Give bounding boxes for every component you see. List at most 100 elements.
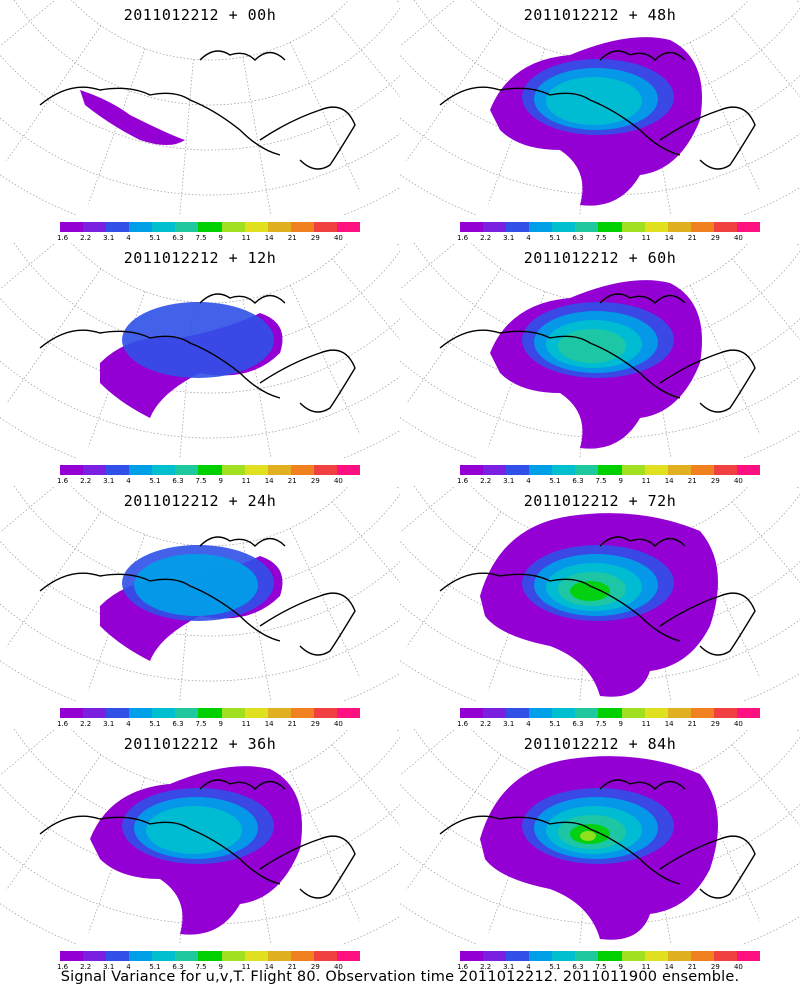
variance-field [100, 545, 283, 661]
longitude-gridline [6, 511, 102, 647]
colorbar-swatch [313, 951, 337, 961]
colorbar-swatch [221, 708, 245, 718]
colorbar-tick-label: 7.5 [195, 720, 207, 728]
longitude-gridline [579, 788, 594, 944]
colorbar-swatch [60, 465, 84, 475]
colorbar-swatch [460, 951, 484, 961]
colorbar-swatch [198, 222, 222, 232]
colorbar-swatch [598, 951, 622, 961]
colorbar-swatch [106, 465, 130, 475]
longitude-gridline [289, 42, 361, 192]
longitude-gridline [406, 268, 502, 404]
colorbar-tick-label: 4 [526, 963, 531, 971]
colorbar-swatch [529, 951, 553, 961]
colorbar-swatch [267, 708, 291, 718]
colorbar-swatch [198, 708, 222, 718]
colorbar [60, 951, 361, 961]
colorbar-swatch [313, 222, 337, 232]
colorbar-swatch [313, 465, 337, 475]
colorbar-swatch [221, 951, 245, 961]
colorbar-ticks: 1.6 2.2 3.1 4 5.1 6.3 7.5 9 11 14 21 29 40 [57, 963, 360, 973]
colorbar-tick-label: 14 [264, 720, 274, 728]
forecast-panel-84h: 2011012212 + 84h 1.6 2.2 3.1 4 5.1 6.3 7.5 9 11 14… [400, 729, 800, 971]
longitude-gridline [488, 291, 546, 447]
colorbar-tick-label: 21 [287, 963, 297, 971]
colorbar-tick-label: 5.1 [549, 234, 561, 242]
variance-map [400, 0, 800, 215]
colorbar-tick-label: 9 [618, 963, 624, 971]
coastline [439, 536, 756, 656]
colorbar-tick-label: 11 [241, 477, 251, 485]
colorbar-swatch [175, 951, 199, 961]
colorbar-swatch [690, 222, 714, 232]
variance-field [480, 756, 718, 940]
colorbar-tick-label: 21 [287, 720, 297, 728]
colorbar-tick-label: 40 [733, 234, 743, 242]
latitude-gridline [0, 54, 400, 151]
latitude-gridline [0, 174, 400, 215]
colorbar-swatch [552, 951, 576, 961]
longitude-gridline [289, 771, 361, 921]
colorbar-tick-label: 7.5 [595, 963, 607, 971]
longitude-gridline [488, 777, 546, 933]
panel-title: 2011012212 + 72h [523, 492, 677, 510]
colorbar-swatch [736, 708, 761, 718]
colorbar-swatch [575, 708, 599, 718]
colorbar-tick-label: 3.1 [103, 234, 115, 242]
colorbar-swatch [267, 222, 291, 232]
colorbar-tick-label: 21 [687, 477, 697, 485]
colorbar-swatch [129, 465, 153, 475]
longitude-gridline [331, 744, 400, 826]
forecast-panel-12h: 2011012212 + 12h 1.6 2.2 3.1 4 5.1 6.3 7.5 9 11 14… [0, 243, 400, 485]
colorbar-tick-label: 21 [687, 963, 697, 971]
colorbar-tick-label: 6.3 [172, 963, 184, 971]
forecast-panel-0h: 2011012212 + 00h 1.6 2.2 3.1 4 5.1 6.3 7.5 9 11 14… [0, 0, 400, 242]
colorbar-tick-label: 6.3 [572, 477, 584, 485]
longitude-gridline [642, 786, 672, 944]
colorbar-tick-label: 1.6 [57, 963, 69, 971]
coastline [39, 779, 356, 899]
colorbar-tick-label: 6.3 [572, 963, 584, 971]
variance-map [0, 0, 400, 215]
colorbar-tick-label: 40 [733, 477, 743, 485]
colorbar-tick-label: 14 [664, 234, 674, 242]
colorbar-tick-label: 2.2 [480, 720, 492, 728]
colorbar-ticks: 1.6 2.2 3.1 4 5.1 6.3 7.5 9 11 14 21 29 40 [457, 234, 760, 244]
colorbar [60, 222, 361, 232]
colorbar-ticks: 1.6 2.2 3.1 4 5.1 6.3 7.5 9 11 14 21 29 40 [57, 477, 360, 487]
colorbar-tick-label: 5.1 [149, 477, 161, 485]
colorbar-tick-label: 11 [241, 963, 251, 971]
colorbar-tick-label: 4 [526, 720, 531, 728]
colorbar-swatch [690, 465, 714, 475]
colorbar-tick-label: 6.3 [572, 720, 584, 728]
colorbar-tick-label: 29 [310, 963, 320, 971]
colorbar-tick-label: 3.1 [103, 963, 115, 971]
colorbar-ticks: 1.6 2.2 3.1 4 5.1 6.3 7.5 9 11 14 21 29 40 [57, 720, 360, 730]
longitude-gridline [731, 744, 800, 826]
colorbar-tick-label: 11 [641, 234, 651, 242]
colorbar-tick-label: 2.2 [80, 234, 92, 242]
colorbar [60, 465, 361, 475]
colorbar-tick-label: 5.1 [149, 720, 161, 728]
longitude-gridline [689, 771, 761, 921]
colorbar-swatch [83, 708, 107, 718]
colorbar-swatch [621, 465, 645, 475]
colorbar-swatch [713, 222, 737, 232]
latitude-gridline [0, 360, 400, 439]
colorbar-tick-label: 40 [733, 963, 743, 971]
variance-map [400, 243, 800, 458]
longitude-gridline [6, 754, 102, 890]
colorbar-swatch [290, 465, 314, 475]
colorbar-swatch [221, 222, 245, 232]
variance-field [490, 280, 702, 449]
colorbar-swatch [60, 708, 84, 718]
colorbar-tick-label: 11 [241, 720, 251, 728]
colorbar-tick-label: 21 [287, 477, 297, 485]
colorbar-tick-label: 29 [710, 477, 720, 485]
latitude-gridline [0, 540, 400, 637]
colorbar-tick-label: 5.1 [149, 963, 161, 971]
forecast-panel-60h: 2011012212 + 60h 1.6 2.2 3.1 4 5.1 6.3 7.5 9 11 14… [400, 243, 800, 485]
colorbar-swatch [129, 951, 153, 961]
longitude-gridline [242, 786, 272, 944]
colorbar-swatch [713, 951, 737, 961]
